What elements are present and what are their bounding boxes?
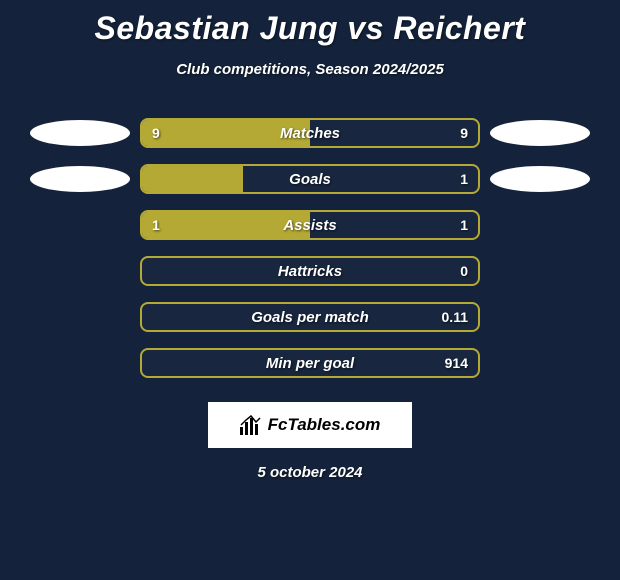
player-left-marker (30, 120, 130, 146)
player-right-marker (490, 304, 590, 330)
stat-value-right: 1 (460, 212, 468, 238)
player-left-marker (30, 350, 130, 376)
stat-row: Assists11 (0, 202, 620, 248)
stat-label: Min per goal (142, 350, 478, 376)
stat-value-right: 0 (460, 258, 468, 284)
stat-bar-fill-left (142, 166, 243, 192)
stat-bar-fill-left (142, 120, 310, 146)
player-right-marker (490, 120, 590, 146)
player-left-marker (30, 304, 130, 330)
player-left-marker (30, 166, 130, 192)
stat-bar-track: Matches99 (140, 118, 480, 148)
stat-value-right: 1 (460, 166, 468, 192)
footer-date: 5 october 2024 (0, 464, 620, 481)
stat-bar-track: Hattricks0 (140, 256, 480, 286)
page-subtitle: Club competitions, Season 2024/2025 (0, 61, 620, 78)
stat-label: Hattricks (142, 258, 478, 284)
logo-text: FcTables.com (268, 415, 381, 435)
player-right-marker (490, 166, 590, 192)
chart-bars-icon (240, 415, 262, 435)
player-left-marker (30, 212, 130, 238)
page-title: Sebastian Jung vs Reichert (0, 0, 620, 47)
stat-row: Min per goal914 (0, 340, 620, 386)
stat-value-left: 9 (152, 120, 160, 146)
stat-row: Goals per match0.11 (0, 294, 620, 340)
stat-value-right: 914 (445, 350, 468, 376)
stat-bar-track: Min per goal914 (140, 348, 480, 378)
stat-row: Matches99 (0, 110, 620, 156)
player-right-marker (490, 350, 590, 376)
player-right-marker (490, 212, 590, 238)
stat-row: Goals1 (0, 156, 620, 202)
stat-bar-track: Assists11 (140, 210, 480, 240)
stat-bar-fill-left (142, 212, 310, 238)
player-left-marker (30, 258, 130, 284)
stat-bar-track: Goals1 (140, 164, 480, 194)
stat-value-left: 1 (152, 212, 160, 238)
stat-value-right: 0.11 (442, 304, 468, 330)
stats-comparison: Matches99Goals1Assists11Hattricks0Goals … (0, 110, 620, 386)
stat-value-right: 9 (460, 120, 468, 146)
player-right-marker (490, 258, 590, 284)
stat-bar-track: Goals per match0.11 (140, 302, 480, 332)
stat-row: Hattricks0 (0, 248, 620, 294)
fctables-logo: FcTables.com (208, 402, 412, 448)
stat-label: Goals per match (142, 304, 478, 330)
